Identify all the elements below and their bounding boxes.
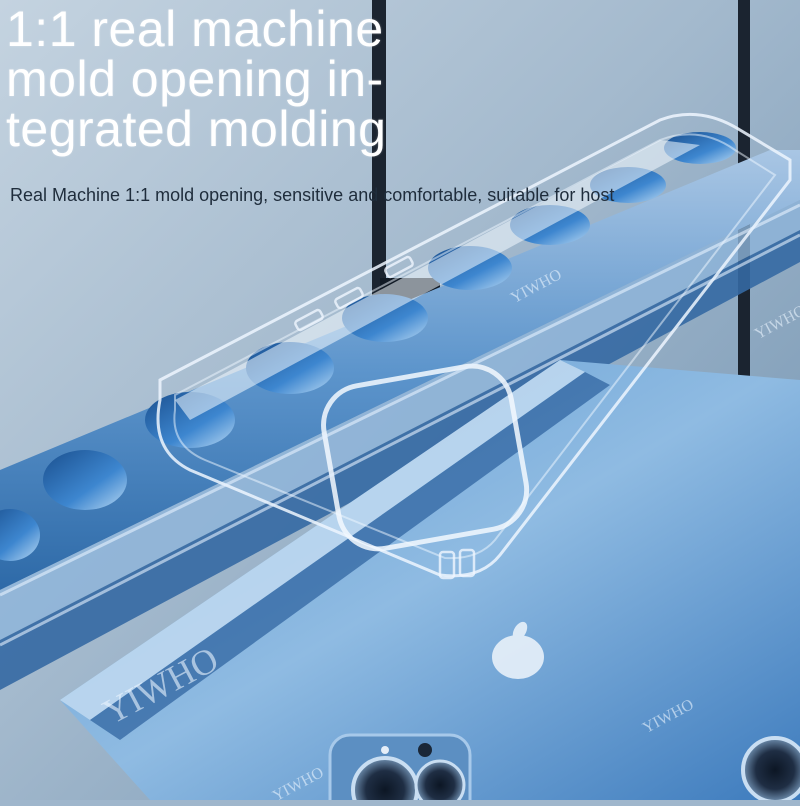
headline-line-2: mold opening in- <box>6 51 384 107</box>
subtitle: Real Machine 1:1 mold opening, sensitive… <box>10 185 615 205</box>
metal-rail <box>0 150 800 590</box>
phone-body <box>60 360 800 800</box>
clear-case <box>156 112 792 578</box>
headline-line-3: tegrated molding <box>6 101 387 157</box>
headline: 1:1 real machine mold opening in- tegrat… <box>6 4 426 154</box>
headline-line-1: 1:1 real machine <box>6 1 384 57</box>
brand-logo <box>492 621 544 679</box>
frame-post-left <box>372 0 386 300</box>
camera-module <box>328 733 472 800</box>
